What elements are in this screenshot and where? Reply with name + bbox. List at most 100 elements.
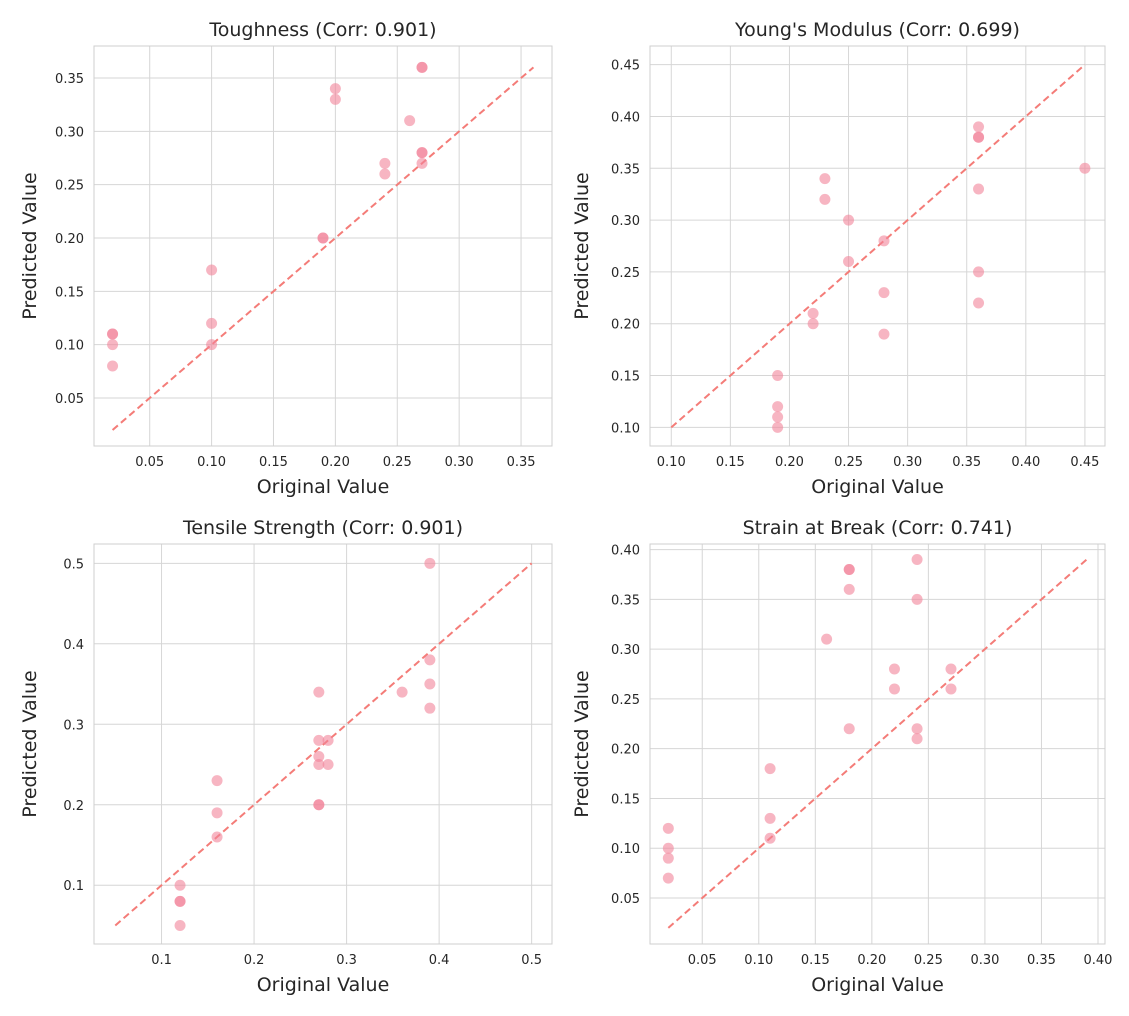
data-point	[416, 147, 428, 159]
x-tick-label: 0.1	[151, 953, 172, 968]
data-point	[843, 583, 855, 595]
x-axis-label: Original Value	[257, 974, 390, 996]
data-point	[772, 411, 784, 423]
y-tick-label: 0.05	[611, 892, 640, 907]
x-tick-label: 0.10	[197, 455, 226, 470]
plot-area	[649, 45, 1106, 447]
data-point	[764, 812, 776, 824]
data-point	[206, 317, 218, 329]
x-tick-label: 0.25	[834, 455, 863, 470]
y-tick-label: 0.20	[611, 318, 640, 333]
x-tick-label: 0.15	[801, 953, 830, 968]
data-point	[174, 919, 186, 931]
y-tick-label: 0.20	[611, 743, 640, 758]
data-point	[843, 723, 855, 735]
x-tick-label: 0.20	[775, 455, 804, 470]
x-tick-label: 0.25	[383, 455, 412, 470]
x-tick-label: 0.20	[857, 953, 886, 968]
data-point	[888, 683, 900, 695]
data-point	[424, 702, 436, 714]
x-tick-label: 0.40	[1011, 455, 1040, 470]
data-point	[807, 307, 819, 319]
data-point	[211, 775, 223, 787]
data-point	[174, 879, 186, 891]
y-tick-label: 0.25	[611, 693, 640, 708]
ideal-line	[670, 63, 1086, 429]
plot-area	[93, 543, 553, 945]
data-point	[973, 297, 985, 309]
y-tick-label: 0.2	[63, 799, 84, 814]
y-tick-label: 0.35	[611, 593, 640, 608]
data-point	[772, 370, 784, 382]
data-point	[843, 563, 855, 575]
x-tick-label: 0.05	[135, 455, 164, 470]
data-point	[772, 401, 784, 413]
ideal-line	[111, 66, 535, 431]
y-tick-label: 0.10	[611, 842, 640, 857]
x-tick-label: 0.35	[507, 455, 536, 470]
y-tick-label: 0.15	[611, 792, 640, 807]
x-tick-label: 0.10	[744, 953, 773, 968]
data-point	[424, 678, 436, 690]
data-point	[322, 759, 334, 771]
plot-area	[649, 543, 1106, 945]
data-point	[973, 121, 985, 133]
data-point	[772, 421, 784, 433]
data-point	[416, 157, 428, 169]
ideal-line	[667, 558, 1088, 929]
x-tick-label: 0.30	[893, 455, 922, 470]
data-point	[313, 734, 325, 746]
x-tick-label: 0.25	[914, 953, 943, 968]
data-point	[662, 852, 674, 864]
y-tick-label: 0.30	[611, 643, 640, 658]
y-tick-label: 0.25	[611, 266, 640, 281]
y-tick-label: 0.05	[55, 392, 84, 407]
y-tick-label: 0.25	[55, 179, 84, 194]
y-tick-label: 0.40	[611, 544, 640, 559]
data-point	[107, 360, 119, 372]
y-tick-label: 0.5	[63, 557, 84, 572]
y-tick-label: 0.40	[611, 110, 640, 125]
data-point	[322, 734, 334, 746]
y-tick-label: 0.3	[63, 718, 84, 733]
y-tick-label: 0.4	[63, 638, 84, 653]
x-tick-label: 0.40	[1084, 953, 1113, 968]
x-axis-label: Original Value	[811, 974, 944, 996]
subplot-2: 0.10 0.15 0.20 0.25 0.30 0.35 0.40 0.45 0.10 0.15…	[571, 19, 1106, 498]
data-point	[211, 807, 223, 819]
y-tick-label: 0.35	[611, 162, 640, 177]
x-tick-label: 0.30	[970, 953, 999, 968]
data-point	[174, 895, 186, 907]
data-point	[313, 759, 325, 771]
data-point	[424, 654, 436, 666]
data-point	[313, 799, 325, 811]
data-point	[424, 557, 436, 569]
data-point	[911, 593, 923, 605]
data-point	[819, 193, 831, 205]
subplot-title: Tensile Strength (Corr: 0.901)	[182, 517, 463, 539]
x-tick-label: 0.3	[336, 953, 357, 968]
x-tick-label: 0.5	[521, 953, 542, 968]
y-tick-label: 0.10	[611, 421, 640, 436]
subplot-title: Toughness (Corr: 0.901)	[208, 19, 436, 41]
data-point	[211, 831, 223, 843]
x-tick-label: 0.4	[429, 953, 450, 968]
data-point	[313, 750, 325, 762]
x-tick-label: 0.20	[321, 455, 350, 470]
data-point	[379, 157, 391, 169]
data-point	[206, 264, 218, 276]
y-tick-label: 0.15	[611, 370, 640, 385]
data-point	[821, 633, 833, 645]
data-point	[396, 686, 408, 698]
y-axis-label: Predicted Value	[571, 172, 593, 319]
plot-area	[93, 45, 553, 447]
data-point	[819, 173, 831, 185]
y-tick-label: 0.20	[55, 232, 84, 247]
subplot-1: 0.05 0.10 0.15 0.20 0.25 0.30 0.35 0.05 0.10 0.15…	[19, 19, 553, 498]
data-point	[107, 328, 119, 340]
data-point	[843, 256, 855, 268]
data-point	[973, 183, 985, 195]
data-point	[973, 266, 985, 278]
y-tick-label: 0.45	[611, 59, 640, 74]
